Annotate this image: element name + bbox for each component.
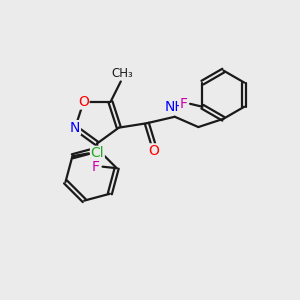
Text: NH: NH xyxy=(165,100,186,114)
Text: CH₃: CH₃ xyxy=(111,67,133,80)
Text: O: O xyxy=(78,95,89,109)
Text: Cl: Cl xyxy=(91,146,104,160)
Text: F: F xyxy=(92,160,100,174)
Text: F: F xyxy=(180,97,188,111)
Text: N: N xyxy=(70,121,80,135)
Text: O: O xyxy=(148,144,159,158)
